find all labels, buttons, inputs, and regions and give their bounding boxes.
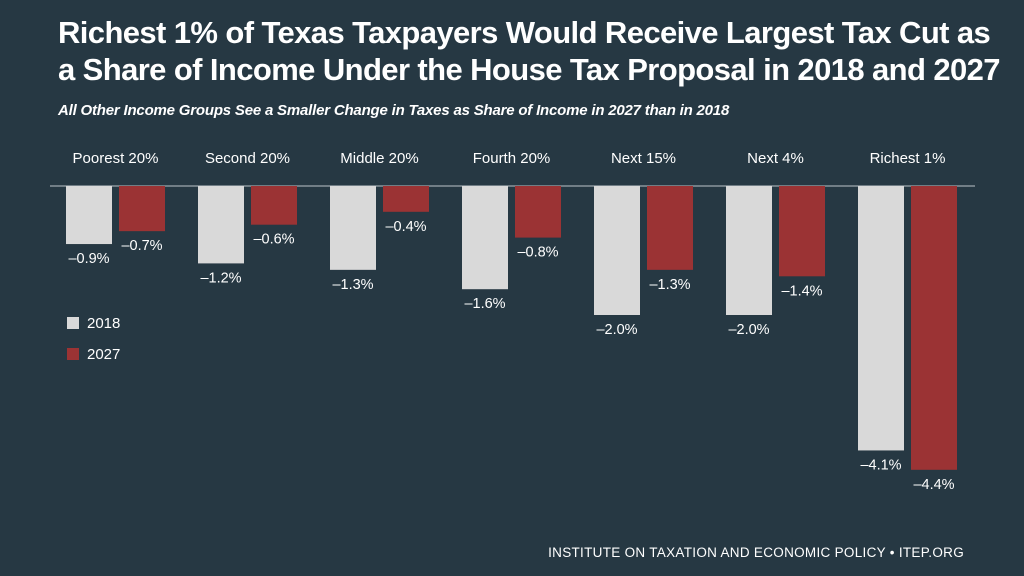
- data-label: –4.1%: [860, 457, 901, 473]
- bar-2027-poorest-20: [119, 186, 165, 232]
- data-label: –1.6%: [464, 296, 505, 312]
- data-label: –2.0%: [728, 322, 769, 338]
- data-label: –1.2%: [200, 270, 241, 286]
- bar-2018-second-20: [198, 186, 244, 264]
- bar-2027-middle-20: [383, 186, 429, 212]
- category-label: Middle 20%: [340, 150, 418, 167]
- bar-2027-richest-1: [911, 186, 957, 470]
- source-credit: INSTITUTE ON TAXATION AND ECONOMIC POLIC…: [548, 545, 964, 560]
- data-label: –1.3%: [649, 277, 690, 293]
- category-label: Second 20%: [205, 150, 290, 167]
- bar-2027-fourth-20: [515, 186, 561, 238]
- legend-swatch-2027: [67, 348, 79, 360]
- chart-subtitle: All Other Income Groups See a Smaller Ch…: [58, 102, 730, 119]
- legend-label-2027: 2027: [87, 346, 120, 363]
- chart-title: Richest 1% of Texas Taxpayers Would Rece…: [58, 15, 1001, 87]
- legend-swatch-2018: [67, 317, 79, 329]
- data-label: –0.6%: [253, 232, 294, 248]
- category-label: Poorest 20%: [73, 150, 159, 167]
- data-label: –0.9%: [68, 251, 109, 267]
- legend-label-2018: 2018: [87, 315, 120, 332]
- data-label: –2.0%: [596, 322, 637, 338]
- data-label: –1.3%: [332, 277, 373, 293]
- category-label: Next 15%: [611, 150, 676, 167]
- category-label: Next 4%: [747, 150, 804, 167]
- data-label: –0.8%: [517, 245, 558, 261]
- data-label: –1.4%: [781, 283, 822, 299]
- bar-2018-poorest-20: [66, 186, 112, 245]
- bar-2018-fourth-20: [462, 186, 508, 290]
- bar-2018-middle-20: [330, 186, 376, 270]
- data-label: –0.4%: [385, 219, 426, 235]
- bar-2018-next-15: [594, 186, 640, 315]
- data-label: –4.4%: [913, 477, 954, 493]
- data-label: –0.7%: [121, 238, 162, 254]
- bar-2018-next-4: [726, 186, 772, 315]
- bar-2018-richest-1: [858, 186, 904, 451]
- bar-2027-second-20: [251, 186, 297, 225]
- bar-2027-next-15: [647, 186, 693, 270]
- bar-2027-next-4: [779, 186, 825, 277]
- category-label: Richest 1%: [870, 150, 946, 167]
- category-label: Fourth 20%: [473, 150, 551, 167]
